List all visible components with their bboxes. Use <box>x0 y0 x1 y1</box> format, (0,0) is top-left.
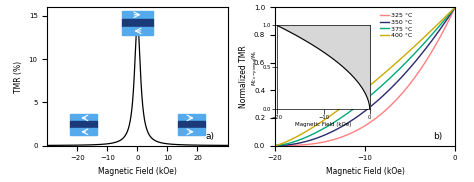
Bar <box>122 27 153 35</box>
400 °C <box>452 6 458 8</box>
Bar <box>178 114 205 121</box>
Line: 375 °C: 375 °C <box>275 7 455 146</box>
375 °C <box>272 145 278 147</box>
350 °C <box>283 144 289 146</box>
Bar <box>70 121 97 128</box>
400 °C <box>382 72 387 74</box>
400 °C <box>409 48 414 50</box>
Legend: 325 °C, 350 °C, 375 °C, 400 °C: 325 °C, 350 °C, 375 °C, 400 °C <box>377 10 415 41</box>
X-axis label: Magnetic Field (kOe): Magnetic Field (kOe) <box>98 167 177 176</box>
375 °C <box>387 77 392 80</box>
400 °C <box>427 31 433 33</box>
375 °C <box>377 86 383 89</box>
Line: 350 °C: 350 °C <box>275 7 455 146</box>
325 °C <box>409 81 414 83</box>
350 °C <box>452 6 458 8</box>
Bar <box>178 121 205 128</box>
Y-axis label: TMR (%): TMR (%) <box>14 60 23 92</box>
400 °C <box>387 68 392 70</box>
350 °C <box>382 94 387 96</box>
Bar <box>122 19 153 27</box>
325 °C <box>283 145 289 147</box>
325 °C <box>452 6 458 8</box>
X-axis label: Magnetic Field (kOe): Magnetic Field (kOe) <box>295 122 352 127</box>
325 °C <box>427 54 433 56</box>
400 °C <box>377 76 383 78</box>
Bar <box>70 128 97 135</box>
Y-axis label: Normalized TMR: Normalized TMR <box>239 45 248 108</box>
400 °C <box>283 141 289 143</box>
325 °C <box>377 114 383 116</box>
375 °C <box>427 36 433 38</box>
400 °C <box>272 145 278 147</box>
Bar <box>122 11 153 19</box>
Bar <box>70 114 97 121</box>
350 °C <box>427 42 433 44</box>
325 °C <box>387 105 392 108</box>
375 °C <box>452 6 458 8</box>
Y-axis label: $M_{Co-pinned}/M_s$: $M_{Co-pinned}/M_s$ <box>251 49 261 86</box>
350 °C <box>409 65 414 67</box>
375 °C <box>283 143 289 145</box>
Text: b): b) <box>433 132 442 141</box>
Line: 400 °C: 400 °C <box>275 7 455 146</box>
325 °C <box>272 145 278 147</box>
Text: a): a) <box>206 132 215 141</box>
Line: 325 °C: 325 °C <box>275 7 455 146</box>
350 °C <box>272 145 278 147</box>
Bar <box>178 128 205 135</box>
375 °C <box>382 82 387 84</box>
350 °C <box>377 98 383 100</box>
325 °C <box>382 110 387 112</box>
X-axis label: Magnetic Field (kOe): Magnetic Field (kOe) <box>326 167 404 176</box>
375 °C <box>409 56 414 58</box>
350 °C <box>387 88 392 91</box>
